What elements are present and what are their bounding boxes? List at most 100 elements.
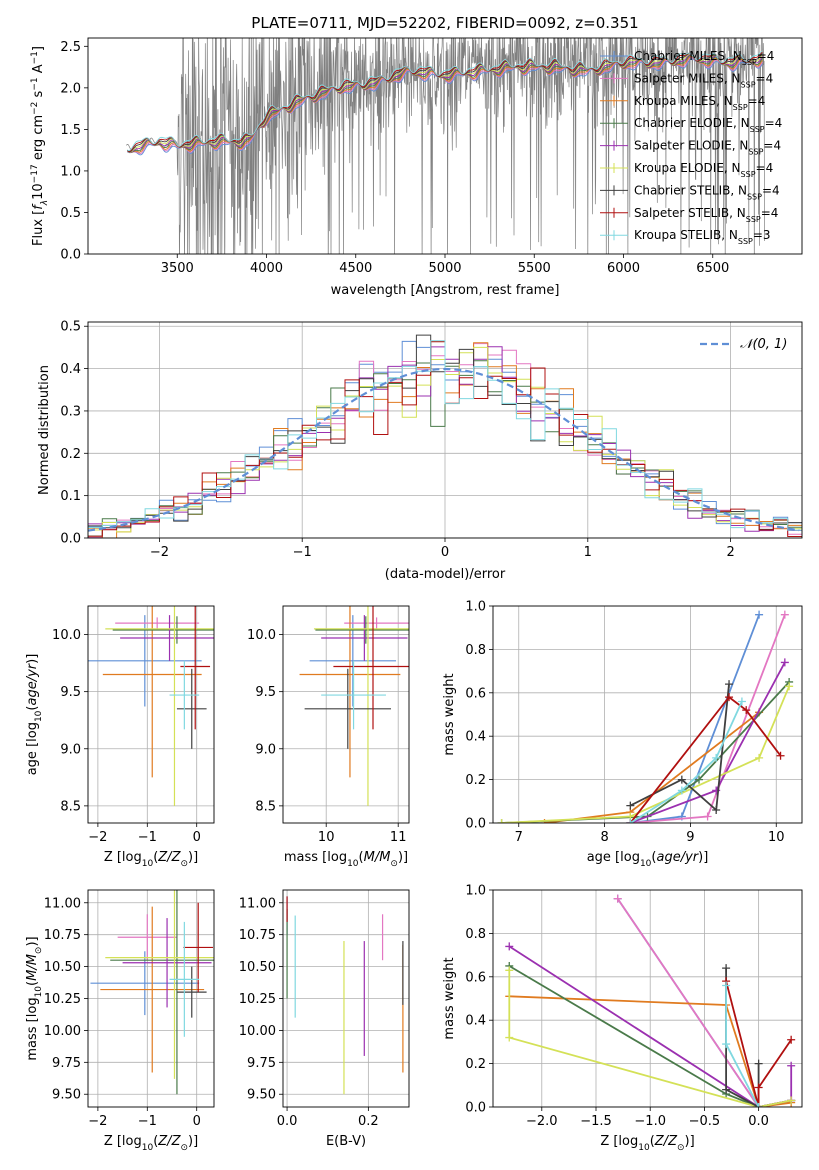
series-marker bbox=[626, 819, 635, 823]
y-tick-label: 10.50 bbox=[239, 960, 276, 975]
y-tick-label: 9.75 bbox=[52, 1056, 81, 1071]
data-point-3 bbox=[102, 606, 202, 778]
y-tick-label: 8.5 bbox=[60, 799, 81, 814]
x-tick-label: −0.5 bbox=[689, 1114, 721, 1129]
x-tick-label: 4000 bbox=[250, 261, 283, 276]
series-marker bbox=[712, 753, 721, 762]
plot-area-8 bbox=[493, 890, 802, 1107]
data-point-7 bbox=[176, 668, 207, 749]
series-marker bbox=[754, 1083, 763, 1092]
series-line bbox=[629, 661, 786, 823]
series-marker bbox=[722, 964, 731, 973]
y-tick-label: 0.4 bbox=[60, 362, 81, 377]
axes-frame bbox=[87, 321, 803, 539]
x-tick-label: 1 bbox=[584, 545, 592, 560]
panel-6: −2 −1 0 9.50 9.75 10.00 10.25 10.50 10.75 11.00 Z … bbox=[25, 889, 215, 1153]
data-point-5 bbox=[321, 615, 408, 661]
legend-label: 𝒩(0, 1) bbox=[740, 337, 787, 352]
data-point-5 bbox=[122, 918, 212, 1008]
x-tick-label: 10 bbox=[318, 830, 335, 845]
x-tick-label: 0.2 bbox=[358, 1114, 379, 1129]
model-spectrum-6 bbox=[126, 53, 763, 153]
series-marker bbox=[722, 1040, 731, 1049]
series-marker bbox=[505, 966, 514, 975]
x-tick-label: 10 bbox=[768, 830, 785, 845]
y-tick-label: 2.0 bbox=[60, 81, 81, 96]
y-tick-label: 0.3 bbox=[60, 404, 81, 419]
series-line bbox=[629, 684, 730, 812]
y-tick-label: 0.2 bbox=[465, 1057, 486, 1072]
data-point-5 bbox=[120, 615, 214, 661]
model-spectrum-7 bbox=[126, 52, 763, 153]
x-tick-label: −1 bbox=[293, 545, 312, 560]
x-tick-label: 5000 bbox=[428, 261, 461, 276]
series-marker bbox=[754, 1059, 763, 1068]
x-tick-label: −2 bbox=[88, 830, 107, 845]
series-7 bbox=[626, 680, 734, 814]
legend-label: Salpeter ELODIE, NSSP=4 bbox=[634, 139, 781, 157]
y-tick-label: 0.8 bbox=[465, 643, 486, 658]
panel-7: 0.0 0.2 9.50 9.75 10.00 10.25 10.50 10.75 11.00 E… bbox=[239, 889, 410, 1149]
series-marker bbox=[722, 1085, 731, 1094]
y-tick-label: 0.0 bbox=[465, 1101, 486, 1116]
plot-area-1 bbox=[126, 38, 765, 254]
series-marker bbox=[703, 812, 712, 821]
x-tick-label: 2 bbox=[726, 545, 734, 560]
y-tick-label: 0.4 bbox=[465, 730, 486, 745]
plot-area-4 bbox=[283, 606, 409, 823]
series-marker bbox=[505, 942, 514, 951]
series-marker bbox=[677, 775, 686, 784]
y-tick-label: 1.0 bbox=[465, 600, 486, 615]
data-point-4 bbox=[110, 890, 214, 1095]
y-tick-label: 11.00 bbox=[44, 896, 81, 911]
panel-3: −2 −1 0 8.5 9.0 9.5 10.0 Z [log10(Z/Z⊙)] age [lo… bbox=[25, 605, 215, 869]
legend-item-6: Kroupa ELODIE, NSSP=4 bbox=[600, 161, 773, 179]
series-marker bbox=[497, 819, 506, 823]
legend-item-9: Kroupa STELIB, NSSP=3 bbox=[600, 228, 771, 246]
x-tick-label: 11 bbox=[390, 830, 407, 845]
y-tick-label: 0.5 bbox=[60, 206, 81, 221]
data-point-2 bbox=[117, 914, 177, 961]
series-marker bbox=[755, 753, 764, 762]
data-point-4 bbox=[315, 616, 409, 644]
y-tick-label: 0.0 bbox=[465, 817, 486, 832]
data-point-8 bbox=[180, 606, 211, 730]
legend-item-5: Salpeter ELODIE, NSSP=4 bbox=[600, 139, 781, 157]
x-tick-label: −1 bbox=[138, 830, 157, 845]
x-tick-label: 0 bbox=[441, 545, 449, 560]
plot-area-6 bbox=[88, 890, 214, 1107]
series-line bbox=[508, 970, 792, 1107]
y-tick-label: 9.50 bbox=[52, 1088, 81, 1103]
legend-label: Chabrier STELIB, NSSP=4 bbox=[634, 183, 780, 201]
y-tick-label: 0.6 bbox=[465, 686, 486, 701]
axes-frame bbox=[282, 605, 410, 824]
model-spectrum-9 bbox=[127, 50, 763, 151]
y-tick-label: 0.5 bbox=[60, 320, 81, 335]
y-tick-label: 1.0 bbox=[60, 164, 81, 179]
data-point-7 bbox=[304, 668, 391, 749]
y-axis-label: Flux [fλ10−17 erg cm−2 s−1 A−1] bbox=[30, 46, 50, 246]
y-tick-label: 2.5 bbox=[60, 40, 81, 55]
data-point-6 bbox=[105, 890, 214, 1079]
data-point-6 bbox=[105, 606, 214, 806]
panel-2: −2 −1 0 1 2 0.0 0.1 0.2 0.3 0.4 0.5 (data-model)/er… bbox=[37, 320, 803, 582]
panel-4: 10 11 8.5 9.0 9.5 10.0 mass [log10(M/M⊙)] bbox=[247, 605, 410, 869]
data-point-4 bbox=[112, 616, 214, 644]
data-point-6 bbox=[313, 606, 409, 806]
series-marker bbox=[754, 1103, 763, 1107]
y-tick-label: 1.0 bbox=[465, 884, 486, 899]
x-tick-label: 4500 bbox=[339, 261, 372, 276]
legend-item-2: Salpeter MILES, NSSP=4 bbox=[600, 71, 773, 89]
data-point-9 bbox=[169, 660, 200, 730]
series-marker bbox=[787, 1096, 796, 1105]
series-line bbox=[725, 980, 792, 1107]
legend-label: Chabrier MILES, NSSP=4 bbox=[634, 49, 774, 67]
axes-frame bbox=[87, 889, 215, 1108]
y-tick-label: 10.0 bbox=[247, 628, 276, 643]
legend-item-7: Chabrier STELIB, NSSP=4 bbox=[600, 183, 780, 201]
legend-label: Chabrier ELODIE, NSSP=4 bbox=[634, 116, 782, 134]
panel-1: 3500 4000 4500 5000 5500 6000 6500 0.0 0.5 1.0 1.5… bbox=[30, 14, 803, 298]
x-tick-label: −1 bbox=[138, 1114, 157, 1129]
series-6 bbox=[497, 682, 794, 823]
series-line bbox=[501, 681, 790, 823]
